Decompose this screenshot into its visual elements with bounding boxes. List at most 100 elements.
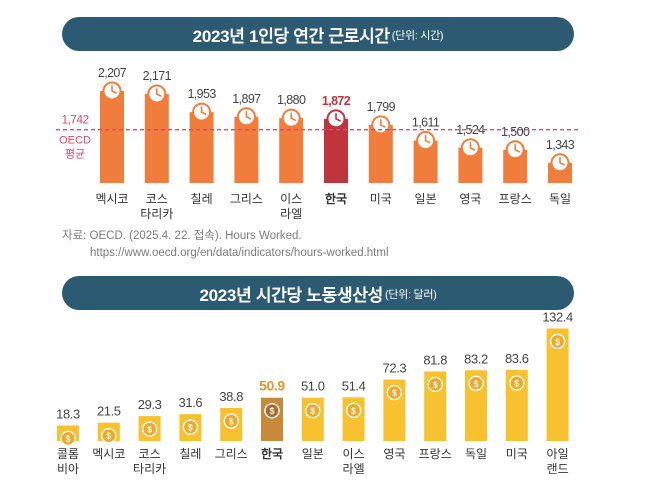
dollar-coin-icon-4 [223,413,239,429]
value-label-6: 1,799 [367,100,396,114]
dollar-sign-8: $ [392,388,397,398]
category-label-9: 프랑스 [499,192,532,206]
chart2-title: 2023년 시간당 노동생산성 [199,285,383,305]
oecd-average-value: 1,742 [61,113,89,127]
source-line-1: 자료: OECD. (2025.4. 22. 접속). Hours Worked… [62,230,302,242]
dollar-coin-icon-1 [101,428,117,444]
value-label-4: 1,880 [277,93,306,107]
value-label-5: 1,872 [322,94,351,108]
category-label-3: 그리스 [230,192,263,206]
dollar-coin-icon-8 [386,384,403,401]
dollar-coin-icon-12 [549,333,566,350]
chart1-unit: (단위: 시간) [391,30,444,42]
clock-hands-10 [559,157,565,166]
clock-hands-3 [245,110,252,120]
dollar-sign-2: $ [147,425,152,435]
dollar-coin-icon-5 [264,403,280,419]
clock-hands-2 [200,106,207,115]
dollar-sign-9: $ [433,380,438,390]
category2-label-4: 그리스 [215,447,248,461]
category2-label-0: 콜롬 비아 [57,447,79,476]
value2-label-9: 81.8 [423,352,447,367]
source-line-2: https://www.oecd.org/en/data/indicators/… [90,247,389,259]
category-label-6: 미국 [370,192,392,206]
dollar-sign-0: $ [65,434,70,444]
bar2-12 [546,328,569,441]
value2-label-8: 72.3 [383,361,407,376]
dollar-coin-icon-6 [305,402,321,419]
value2-label-1: 21.5 [97,404,121,419]
value2-label-4: 38.8 [219,389,243,404]
bar-3 [234,116,259,183]
category-label-8: 영국 [459,192,481,206]
oecd-average-name: OECD [59,135,91,147]
chart2-title-banner: 2023년 시간당 노동생산성 (단위: 달러) [62,276,574,310]
source-note: 자료: OECD. (2025.4. 22. 접속). Hours Worked… [62,228,389,262]
value2-label-7: 51.4 [342,378,366,393]
dollar-coin-icon-3 [182,419,199,435]
dollar-coin-icon-10 [468,375,484,391]
category2-label-10: 독일 [465,447,487,461]
value-label-0: 2,207 [98,66,127,80]
value-label-2: 1,953 [187,87,216,101]
dollar-coin-icon-2 [141,421,158,437]
clock-hands-1 [156,88,162,97]
category-label-5: 한국 [325,191,347,206]
dollar-sign-3: $ [188,423,193,433]
category-label-0: 멕시코 [95,192,128,206]
clock-hands-7 [424,134,431,144]
dollar-coin-icon-0 [60,430,76,447]
clock-hands-0 [111,85,117,94]
category-label-4: 이스 라엘 [280,192,302,221]
dollar-sign-4: $ [229,417,234,427]
value-label-7: 1,611 [412,116,440,130]
category2-label-7: 이스 라엘 [343,447,365,476]
category2-label-6: 일본 [302,447,324,461]
category2-label-9: 프랑스 [419,447,452,461]
bar-0 [100,91,124,183]
value2-label-3: 31.6 [179,395,203,410]
dollar-coin-icon-9 [427,376,443,393]
clock-hands-8 [469,141,476,151]
value2-label-11: 83.6 [505,351,529,366]
category2-label-5: 한국 [261,446,283,461]
category-label-1: 코스 타리카 [140,192,173,221]
value2-label-12: 132.4 [542,309,573,324]
category2-label-8: 영국 [383,447,405,461]
category2-label-12: 아일 랜드 [547,447,569,476]
category-label-7: 일본 [415,192,437,206]
dollar-sign-1: $ [106,431,111,441]
category-label-2: 칠레 [191,192,213,206]
clock-hands-5 [335,113,341,122]
category-label-10: 독일 [549,192,571,206]
dollar-sign-10: $ [473,379,478,389]
chart2-unit: (단위: 달러) [385,289,437,301]
category2-label-2: 코스 타리카 [133,447,166,476]
value2-label-0: 18.3 [56,406,80,421]
category2-label-11: 미국 [506,447,528,461]
bar-2 [189,112,214,183]
clock-hands-6 [380,119,386,128]
value-label-10: 1,343 [546,138,575,152]
dollar-sign-7: $ [351,406,356,416]
clock-hands-4 [290,112,296,121]
hours-worked-chart: 2,207 멕시코 2,171 코스 타리카 1,953 칠레 1,897 그리스 1,880 이스… [56,66,580,221]
bar-1 [144,93,169,183]
dollar-coin-icon-7 [345,402,362,419]
value-label-1: 2,171 [143,69,172,83]
oecd-average-name2: 평균 [65,148,85,161]
value2-label-5: 50.9 [259,378,285,394]
category2-label-1: 멕시코 [92,447,125,461]
value-label-9: 1,500 [501,125,530,139]
dollar-sign-5: $ [269,406,274,416]
dollar-sign-12: $ [555,337,560,347]
chart1-title-banner: 2023년 1인당 연간 근로시간 (단위: 시간) [62,17,574,51]
category2-label-3: 칠레 [179,447,201,461]
dollar-sign-6: $ [310,406,315,416]
dollar-sign-11: $ [514,378,519,388]
clock-hands-9 [514,143,520,153]
value2-label-6: 51.0 [301,379,325,394]
value2-label-10: 83.2 [464,351,488,366]
dollar-coin-icon-11 [509,375,525,391]
